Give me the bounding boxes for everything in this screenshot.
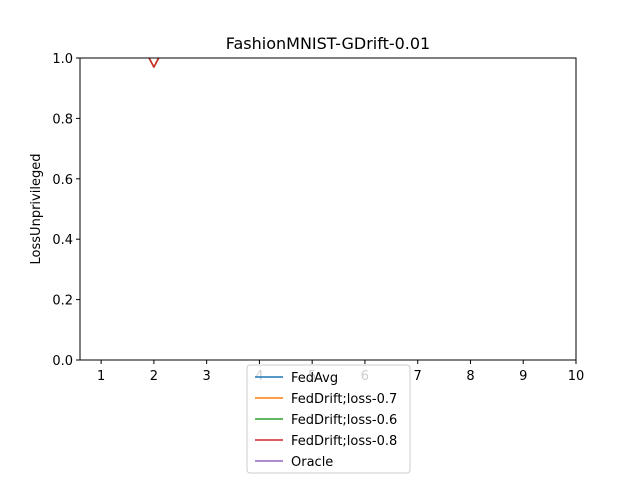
legend-entry: FedDrift;loss-0.6 — [291, 413, 397, 428]
x-tick-label: 1 — [97, 369, 105, 384]
chart-title: FashionMNIST-GDrift-0.01 — [226, 34, 430, 53]
x-tick-label: 3 — [202, 369, 210, 384]
y-tick-label: 0.8 — [52, 112, 73, 127]
x-tick-label: 2 — [150, 369, 158, 384]
legend-entry: FedDrift;loss-0.7 — [291, 392, 397, 407]
y-tick-label: 0.6 — [52, 173, 73, 188]
y-axis-label: LossUnprivileged — [29, 154, 44, 265]
x-tick-label: 7 — [414, 369, 422, 384]
y-tick-label: 0.0 — [52, 354, 73, 369]
legend-entry: Oracle — [291, 455, 333, 470]
x-tick-label: 9 — [519, 369, 527, 384]
legend-entry: FedAvg — [291, 371, 338, 386]
y-tick-label: 0.4 — [52, 233, 73, 248]
legend-frame — [246, 364, 411, 474]
plot-frame — [79, 57, 577, 361]
y-axis: 0.0 0.2 0.4 0.6 0.8 1.0 — [52, 52, 80, 369]
y-tick-label: 0.2 — [52, 294, 73, 309]
legend-entry: FedDrift;loss-0.8 — [291, 434, 397, 449]
y-tick-label: 1.0 — [52, 52, 73, 67]
legend: FedAvg FedDrift;loss-0.7 FedDrift;loss-0.6… — [246, 364, 411, 474]
x-tick-label: 10 — [568, 369, 585, 384]
x-tick-label: 8 — [466, 369, 474, 384]
